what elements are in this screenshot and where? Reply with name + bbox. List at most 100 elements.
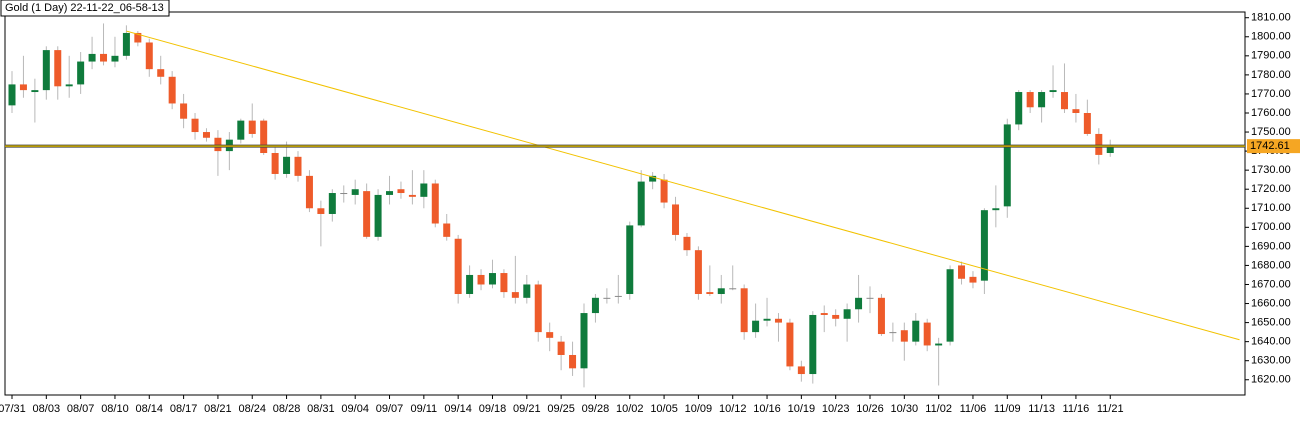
candle-body [477, 274, 485, 285]
x-tick-label: 08/14 [136, 403, 164, 415]
candle-body [591, 297, 599, 314]
candle-body [65, 84, 73, 87]
x-tick-label: 08/24 [238, 403, 266, 415]
candle-body [1026, 92, 1034, 108]
y-tick-label: 1760.00 [1251, 107, 1291, 119]
candle-body [500, 273, 508, 293]
candle-body [111, 55, 119, 62]
candle-body [569, 354, 577, 369]
candle-body [363, 191, 371, 237]
candle-body [958, 265, 966, 279]
x-tick-label: 07/31 [0, 403, 26, 415]
candle-body [374, 194, 382, 237]
title-box [0, 0, 170, 17]
candle-body [969, 276, 977, 283]
x-tick-label: 10/16 [753, 403, 781, 415]
candle-body [351, 189, 359, 195]
candle-body [431, 183, 439, 224]
y-tick-label: 1680.00 [1251, 259, 1291, 271]
candle-body [1106, 145, 1114, 154]
x-tick-label: 10/19 [788, 403, 816, 415]
x-tick-label: 11/16 [1063, 403, 1090, 415]
candle-body [752, 320, 760, 333]
candle-body [992, 208, 1000, 211]
x-tick-label: 08/31 [307, 403, 335, 415]
candle-body [488, 273, 496, 285]
y-tick-label: 1750.00 [1251, 126, 1291, 138]
x-tick-label: 09/07 [376, 403, 404, 415]
candle-body [294, 156, 302, 176]
x-tick-label: 09/28 [582, 403, 610, 415]
y-tick-label: 1780.00 [1251, 69, 1291, 81]
candle-body [660, 179, 668, 203]
y-tick-label: 1690.00 [1251, 240, 1291, 252]
y-tick-label: 1800.00 [1251, 31, 1291, 43]
candle-body [866, 297, 874, 299]
x-tick-label: 09/14 [444, 403, 472, 415]
price-label-box [1247, 139, 1300, 154]
candle-body [534, 284, 542, 333]
candle-body [157, 69, 165, 77]
candle-body [180, 103, 188, 119]
candle-body [1038, 92, 1046, 108]
candle-body [694, 250, 702, 295]
x-tick-label: 09/21 [513, 403, 541, 415]
y-tick-label: 1730.00 [1251, 164, 1291, 176]
candle-body [763, 318, 771, 321]
candle-body [740, 288, 748, 333]
candle-body [546, 332, 554, 338]
candle-body [523, 284, 531, 298]
candle-body [580, 313, 588, 369]
candle-body [843, 309, 851, 319]
y-tick-label: 1810.00 [1251, 12, 1291, 24]
candle-body [946, 269, 954, 342]
candle-body [672, 204, 680, 235]
candle-body [935, 343, 943, 346]
candle-body [397, 189, 405, 194]
x-tick-label: 08/17 [170, 403, 198, 415]
candle-body [134, 32, 142, 43]
trendline [126, 30, 1240, 341]
candle-body [1072, 109, 1080, 113]
candle-body [466, 274, 474, 295]
candle-body [614, 295, 622, 297]
candle-body [683, 236, 691, 251]
x-tick-label: 10/05 [650, 403, 678, 415]
x-tick-label: 09/11 [410, 403, 437, 415]
candle-body [443, 223, 451, 237]
candle-body [77, 61, 85, 85]
y-tick-label: 1790.00 [1251, 50, 1291, 62]
candle-body [305, 175, 313, 209]
candle-body [1095, 133, 1103, 155]
candle-body [237, 120, 245, 140]
x-tick-label: 10/09 [685, 403, 713, 415]
x-tick-label: 08/07 [67, 403, 95, 415]
chart-title: Gold (1 Day) 22-11-22_06-58-13 [5, 2, 164, 14]
x-tick-label: 08/10 [101, 403, 129, 415]
candle-body [271, 153, 279, 174]
x-tick-label: 10/12 [719, 403, 747, 415]
y-tick-label: 1640.00 [1251, 336, 1291, 348]
candle-body [1049, 90, 1057, 93]
candle-body [649, 175, 657, 182]
y-tick-label: 1650.00 [1251, 316, 1291, 328]
candle-body [786, 322, 794, 367]
candle-body [774, 318, 782, 323]
plot-frame [4, 11, 1246, 396]
candle-body [729, 288, 737, 290]
y-tick-label: 1770.00 [1251, 88, 1291, 100]
candle-body [637, 181, 645, 226]
candle-body [923, 322, 931, 346]
candle-body [317, 208, 325, 214]
candle-body [1060, 92, 1068, 110]
x-tick-label: 10/02 [616, 403, 644, 415]
candle-body [408, 194, 416, 197]
candle-body [420, 183, 428, 197]
y-tick-label: 1710.00 [1251, 202, 1291, 214]
candle-body [511, 292, 519, 298]
candle-body [1083, 112, 1091, 134]
candle-body [328, 193, 336, 214]
candle-body [877, 297, 885, 335]
x-tick-label: 11/21 [1097, 403, 1124, 415]
